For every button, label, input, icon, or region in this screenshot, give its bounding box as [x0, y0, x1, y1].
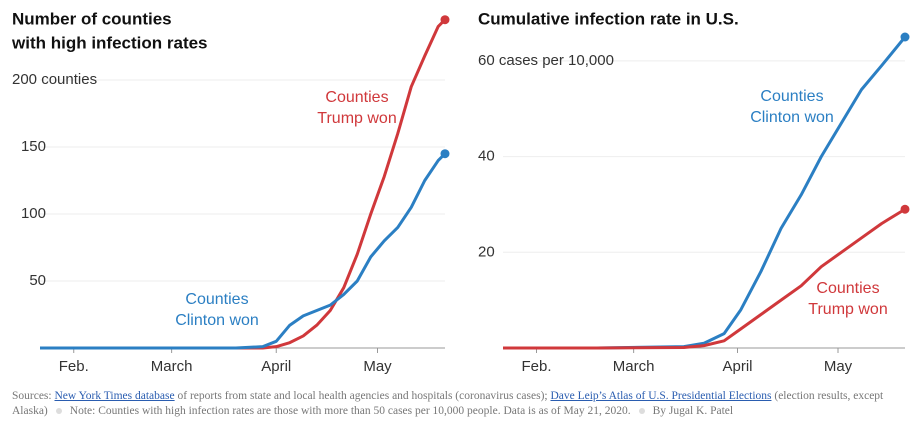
y-tick-label: 100 [21, 205, 46, 222]
end-point [440, 149, 450, 159]
series-label: Counties [185, 291, 248, 308]
source-link[interactable]: New York Times database [54, 390, 175, 402]
series-label: Trump won [808, 301, 887, 318]
footer: Sources: New York Times database of repo… [12, 389, 912, 419]
x-tick-label: April [722, 358, 752, 375]
series-line [40, 152, 447, 350]
source-text: of reports from state and local health a… [177, 390, 548, 402]
x-tick-label: March [613, 358, 655, 375]
series-label: Clinton won [175, 312, 259, 329]
x-tick-label: May [363, 358, 392, 375]
series-label: Clinton won [750, 109, 834, 126]
source-text: (election results, except Alaska) [12, 390, 884, 417]
series-label: Trump won [317, 110, 396, 127]
series-label: Counties [760, 88, 823, 105]
y-tick-label: 150 [21, 138, 46, 155]
end-point [900, 32, 910, 42]
series-label: Counties [325, 89, 388, 106]
series-line [503, 207, 906, 350]
note: Note: Counties with high infection rates… [69, 405, 631, 417]
x-tick-label: April [261, 358, 291, 375]
charts: Number of counties with high infection ra… [11, 9, 910, 375]
end-point [440, 15, 450, 25]
x-tick-label: May [824, 358, 853, 375]
chart-title: with high infection rates [11, 33, 208, 52]
chart-title: Number of counties [12, 9, 172, 28]
series-label: Counties [816, 280, 879, 297]
byline: By Jugal K. Patel [652, 405, 734, 417]
x-tick-label: Feb. [59, 358, 89, 375]
y-tick-label: 200 counties [12, 71, 97, 88]
separator [638, 408, 645, 415]
x-tick-label: Feb. [521, 358, 551, 375]
separator [55, 408, 62, 415]
y-tick-label: 20 [478, 243, 495, 260]
end-point [900, 204, 910, 214]
y-tick-label: 50 [29, 272, 46, 289]
x-tick-label: March [151, 358, 193, 375]
y-tick-label: 60 cases per 10,000 [478, 52, 614, 69]
chart-title: Cumulative infection rate in U.S. [478, 9, 739, 28]
y-tick-label: 40 [478, 148, 495, 165]
source-link[interactable]: Dave Leip’s Atlas of U.S. Presidential E… [550, 390, 772, 402]
sources-label: Sources: [12, 390, 52, 402]
